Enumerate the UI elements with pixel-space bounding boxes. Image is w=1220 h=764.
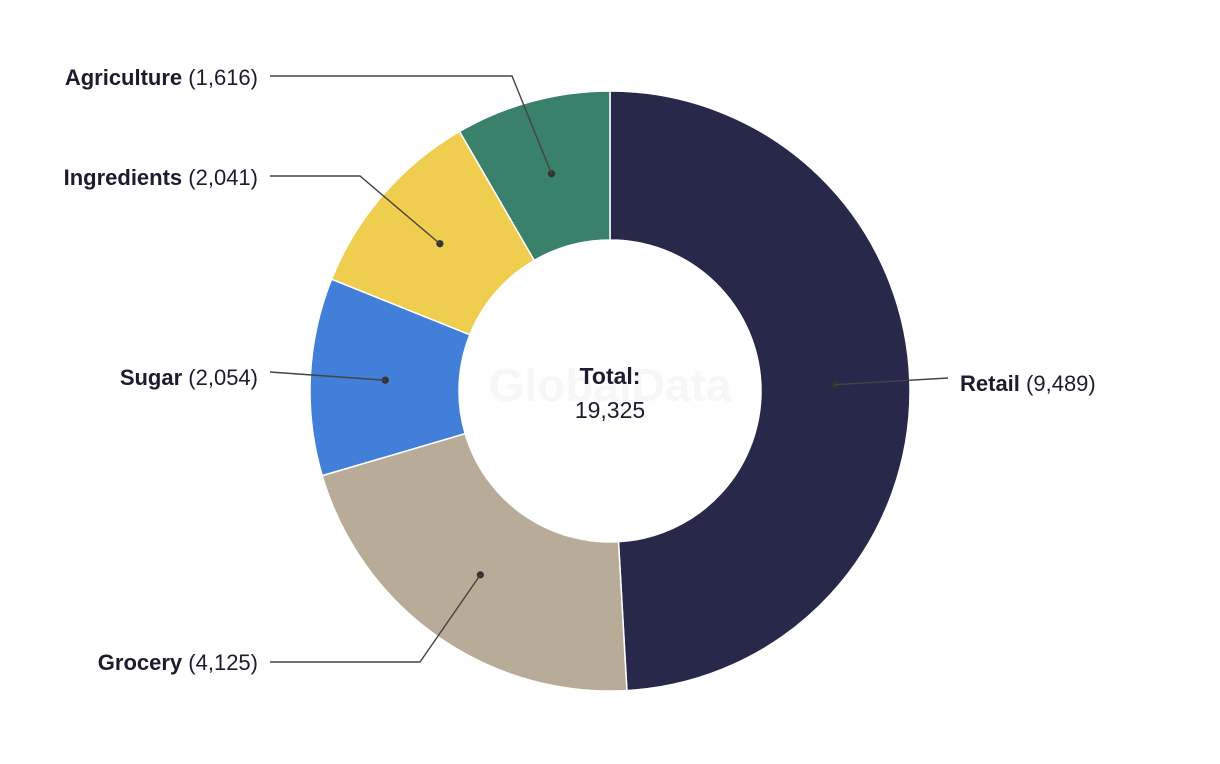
center-total-value: 19,325 <box>575 397 645 423</box>
slice-label-name: Agriculture <box>65 65 182 90</box>
leader-line-ingredients <box>270 175 441 245</box>
slice-label-retail: Retail (9,489) <box>960 371 1096 396</box>
slice-label-name: Ingredients <box>64 165 183 190</box>
slice-labels: Retail (9,489) Grocery (4,125) Sugar (2,05… <box>64 65 1096 675</box>
slice-label-value: (2,041) <box>182 165 258 190</box>
slice-label-name: Grocery <box>98 650 183 675</box>
slice-agriculture <box>458 90 611 262</box>
slice-label-value: (1,616) <box>182 65 258 90</box>
slice-label-value: (4,125) <box>182 650 258 675</box>
slice-grocery <box>321 432 628 692</box>
leader-line-retail <box>834 377 949 386</box>
watermark: GlobalData <box>489 359 732 411</box>
slice-label-sugar: Sugar (2,054) <box>120 365 258 390</box>
leader-line-grocery <box>270 574 481 663</box>
center-total-label: Total: <box>580 363 641 389</box>
slice-label-value: (2,054) <box>182 365 258 390</box>
slice-label-name: Retail <box>960 371 1020 396</box>
slice-label-grocery: Grocery (4,125) <box>98 650 258 675</box>
leader-line-sugar <box>269 371 386 381</box>
label-leaders <box>269 75 949 663</box>
leader-line-agriculture <box>270 75 553 174</box>
slice-label-ingredients: Ingredients (2,041) <box>64 165 258 190</box>
slice-label-value: (9,489) <box>1020 371 1096 396</box>
donut-slices <box>309 90 911 692</box>
slice-retail <box>609 90 911 692</box>
slice-label-agriculture: Agriculture (1,616) <box>65 65 258 90</box>
slice-label-name: Sugar <box>120 365 183 390</box>
